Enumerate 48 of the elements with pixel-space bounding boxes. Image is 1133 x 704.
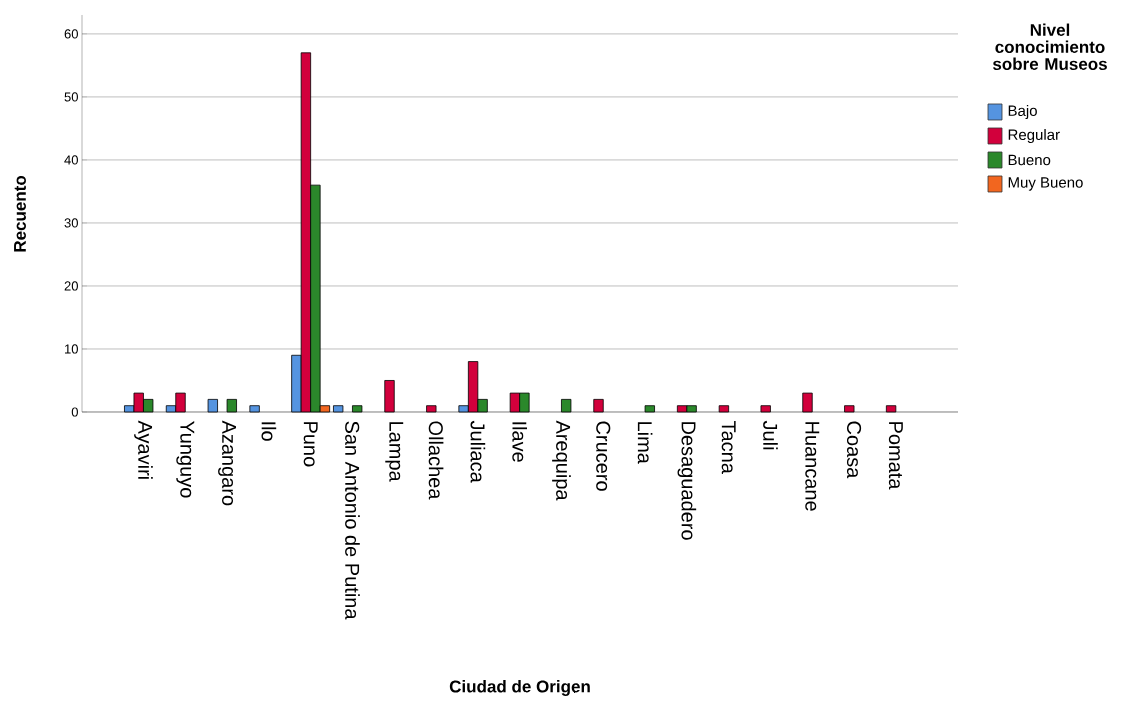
bar (207, 398, 218, 413)
bar (352, 405, 363, 413)
y-tick-label: 0 (71, 407, 78, 417)
x-axis-title: Ciudad de Origen (449, 680, 590, 696)
bar (885, 405, 897, 413)
x-tick-label: Huancane (805, 422, 820, 511)
bar (644, 405, 655, 413)
bar (802, 392, 813, 413)
bar (593, 398, 604, 413)
bar (760, 405, 771, 413)
y-tick-label: 30 (64, 218, 78, 228)
x-tick-label: Crucero (596, 421, 611, 491)
x-tick-label: Juli (763, 420, 778, 450)
x-tick-label: Desaguadero (677, 422, 697, 540)
x-tick-label: Coasa (846, 421, 862, 479)
x-tick-label: Ilo (261, 422, 277, 441)
y-tick-label: 40 (64, 155, 78, 165)
x-tick-label: Ollachea (428, 421, 444, 500)
x-tick-label: Lima (637, 422, 653, 464)
x-tick-label: Puno (303, 422, 318, 467)
legend-label: Bajo (1008, 105, 1037, 119)
bar (333, 405, 344, 413)
x-tick-label: Yunguyo (176, 420, 195, 498)
x-tick-label: Arequipa (552, 420, 571, 501)
bar (226, 398, 237, 413)
x-tick-label: Azangaro (218, 420, 236, 506)
legend-label: Regular (1008, 129, 1060, 143)
legend-label: Muy Bueno (1008, 177, 1083, 191)
legend-title: Nivel conocimiento sobre Museos (992, 23, 1107, 71)
bar (561, 398, 572, 413)
bar (249, 405, 260, 413)
x-tick-label: San Antonio de Putina (345, 421, 360, 620)
legend-label: Bueno (1008, 154, 1051, 166)
bar (718, 405, 730, 413)
y-tick-label: 60 (64, 29, 78, 39)
y-tick-label: 50 (64, 92, 78, 102)
bar (426, 405, 437, 413)
y-tick-label: 10 (65, 344, 78, 354)
x-tick-label: Pomata (888, 422, 903, 490)
bar (384, 380, 395, 413)
x-tick-label: Juliaca (470, 420, 486, 483)
y-axis-title: Recuento (14, 175, 26, 252)
x-tick-label: Tacna (721, 420, 736, 474)
y-tick-label: 20 (64, 281, 78, 291)
bar (844, 405, 855, 413)
x-tick-label: Lampa (385, 422, 404, 482)
x-tick-label: Ilave (512, 422, 527, 462)
x-tick-label: Ayaviri (134, 420, 153, 479)
